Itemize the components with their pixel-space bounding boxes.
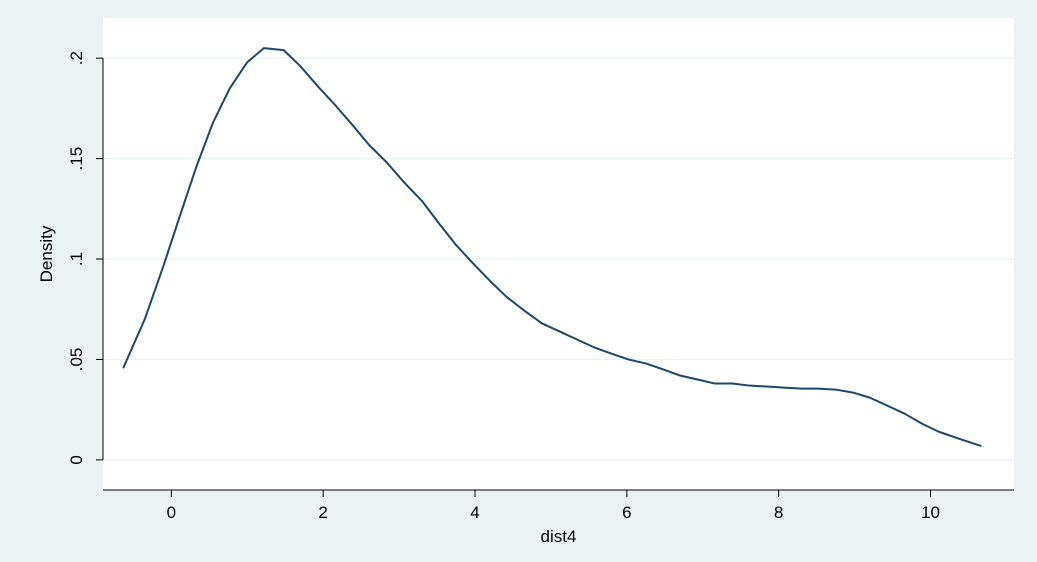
axes: 0 .05 .1 .15 .2 0 2 4 6 8 10 (67, 51, 1014, 522)
x-tick-label: 2 (318, 503, 327, 522)
x-tick-label: 8 (774, 503, 783, 522)
y-tick-label: .1 (67, 252, 86, 266)
series (122, 47, 982, 447)
gridlines (103, 57, 1014, 461)
x-tick-label: 10 (921, 503, 940, 522)
y-tick-label: .2 (67, 51, 86, 65)
y-tick-label: 0 (67, 455, 86, 464)
x-tick-label: 4 (470, 503, 479, 522)
x-tick-label: 6 (622, 503, 631, 522)
plot-area (103, 18, 1014, 490)
y-axis-title: Density (37, 225, 56, 282)
x-axis-title: dist4 (541, 527, 577, 546)
y-tick-label: .05 (67, 348, 86, 372)
x-tick-label: 0 (167, 503, 176, 522)
density-line (122, 47, 982, 447)
y-tick-label: .15 (67, 147, 86, 171)
